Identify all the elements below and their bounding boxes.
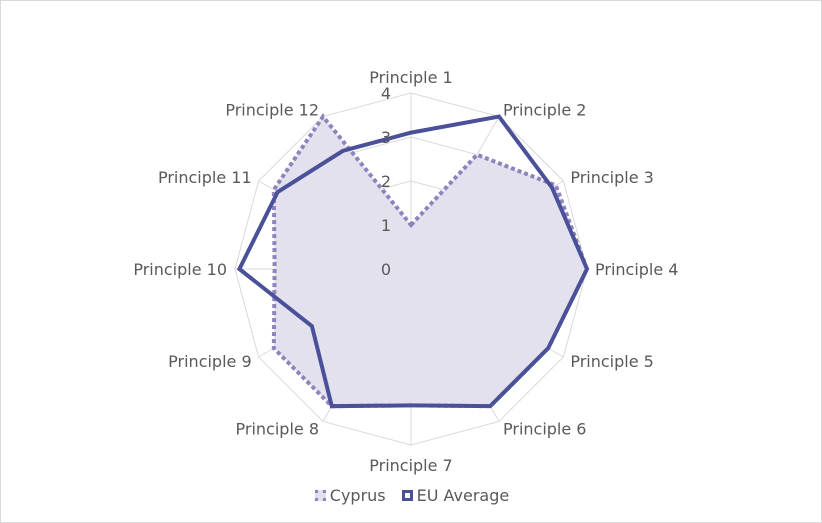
legend-label: EU Average bbox=[416, 486, 510, 505]
category-label: Principle 10 bbox=[133, 260, 227, 279]
category-label: Principle 9 bbox=[168, 352, 251, 371]
category-label: Principle 6 bbox=[503, 419, 586, 438]
legend-label: Cyprus bbox=[329, 486, 386, 505]
category-label: Principle 8 bbox=[236, 419, 319, 438]
category-label: Principle 3 bbox=[570, 168, 653, 187]
series-eu-average bbox=[236, 114, 590, 409]
legend-item-eu-average[interactable]: EU Average bbox=[401, 486, 510, 505]
category-label: Principle 11 bbox=[158, 168, 252, 187]
radial-tick-label: 2 bbox=[381, 172, 391, 191]
chart-legend: Cyprus EU Average bbox=[1, 486, 821, 505]
radial-tick-label: 4 bbox=[381, 84, 391, 103]
category-label: Principle 7 bbox=[369, 456, 452, 475]
category-label: Principle 2 bbox=[503, 101, 586, 120]
category-label: Principle 12 bbox=[225, 101, 319, 120]
category-label: Principle 1 bbox=[369, 68, 452, 87]
legend-item-cyprus[interactable]: Cyprus bbox=[314, 486, 386, 505]
category-label: Principle 5 bbox=[570, 352, 653, 371]
legend-swatch-icon bbox=[401, 490, 413, 501]
category-label: Principle 4 bbox=[595, 260, 678, 279]
radial-tick-label: 1 bbox=[381, 216, 391, 235]
legend-swatch-icon bbox=[314, 490, 326, 501]
radial-tick-label: 0 bbox=[381, 260, 391, 279]
radial-tick-label: 3 bbox=[381, 128, 391, 147]
